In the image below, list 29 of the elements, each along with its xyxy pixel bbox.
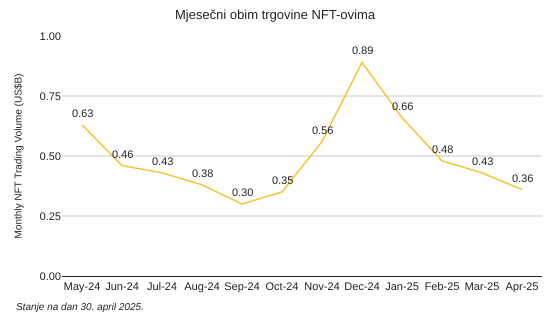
y-tick-label: 0.00: [40, 270, 61, 283]
x-tick-label: Oct-24: [265, 281, 299, 294]
data-label: 0.89: [352, 45, 374, 57]
x-tick-label: Apr-25: [505, 281, 539, 294]
text: Stanje na dan 30. april 2025.: [16, 302, 144, 313]
y-tick-label: 0.50: [40, 150, 61, 163]
data-label: 0.38: [192, 168, 214, 180]
data-label: 0.63: [72, 108, 94, 120]
x-tick-label: Sep-24: [224, 281, 260, 294]
y-tick-label: 1.00: [40, 30, 61, 43]
y-tick-label: 0.25: [40, 210, 61, 223]
chart-title: Mjesečni obim trgovine NFT-ovima: [174, 7, 376, 22]
x-tick-label: Nov-24: [304, 281, 340, 294]
data-label: 0.36: [512, 173, 534, 185]
data-label: 0.46: [112, 149, 134, 161]
x-tick-label: Jul-24: [147, 281, 177, 294]
x-tick-label: Feb-25: [424, 281, 460, 294]
data-label: 0.48: [432, 144, 454, 156]
x-tick-label: Dec-24: [344, 281, 380, 294]
y-axis-title: Monthly NFT Trading Volume (US$B): [14, 74, 25, 238]
x-tick-label: Mar-25: [464, 281, 500, 294]
data-label: 0.30: [232, 187, 254, 199]
x-tick-label: Jan-25: [385, 281, 419, 294]
x-tick-label: May-24: [64, 281, 100, 294]
y-tick-label: 0.75: [40, 90, 61, 103]
x-tick-label: Jun-24: [105, 281, 139, 294]
data-label: 0.43: [152, 156, 174, 168]
data-label: 0.43: [472, 156, 494, 168]
x-tick-label: Aug-24: [184, 281, 220, 294]
